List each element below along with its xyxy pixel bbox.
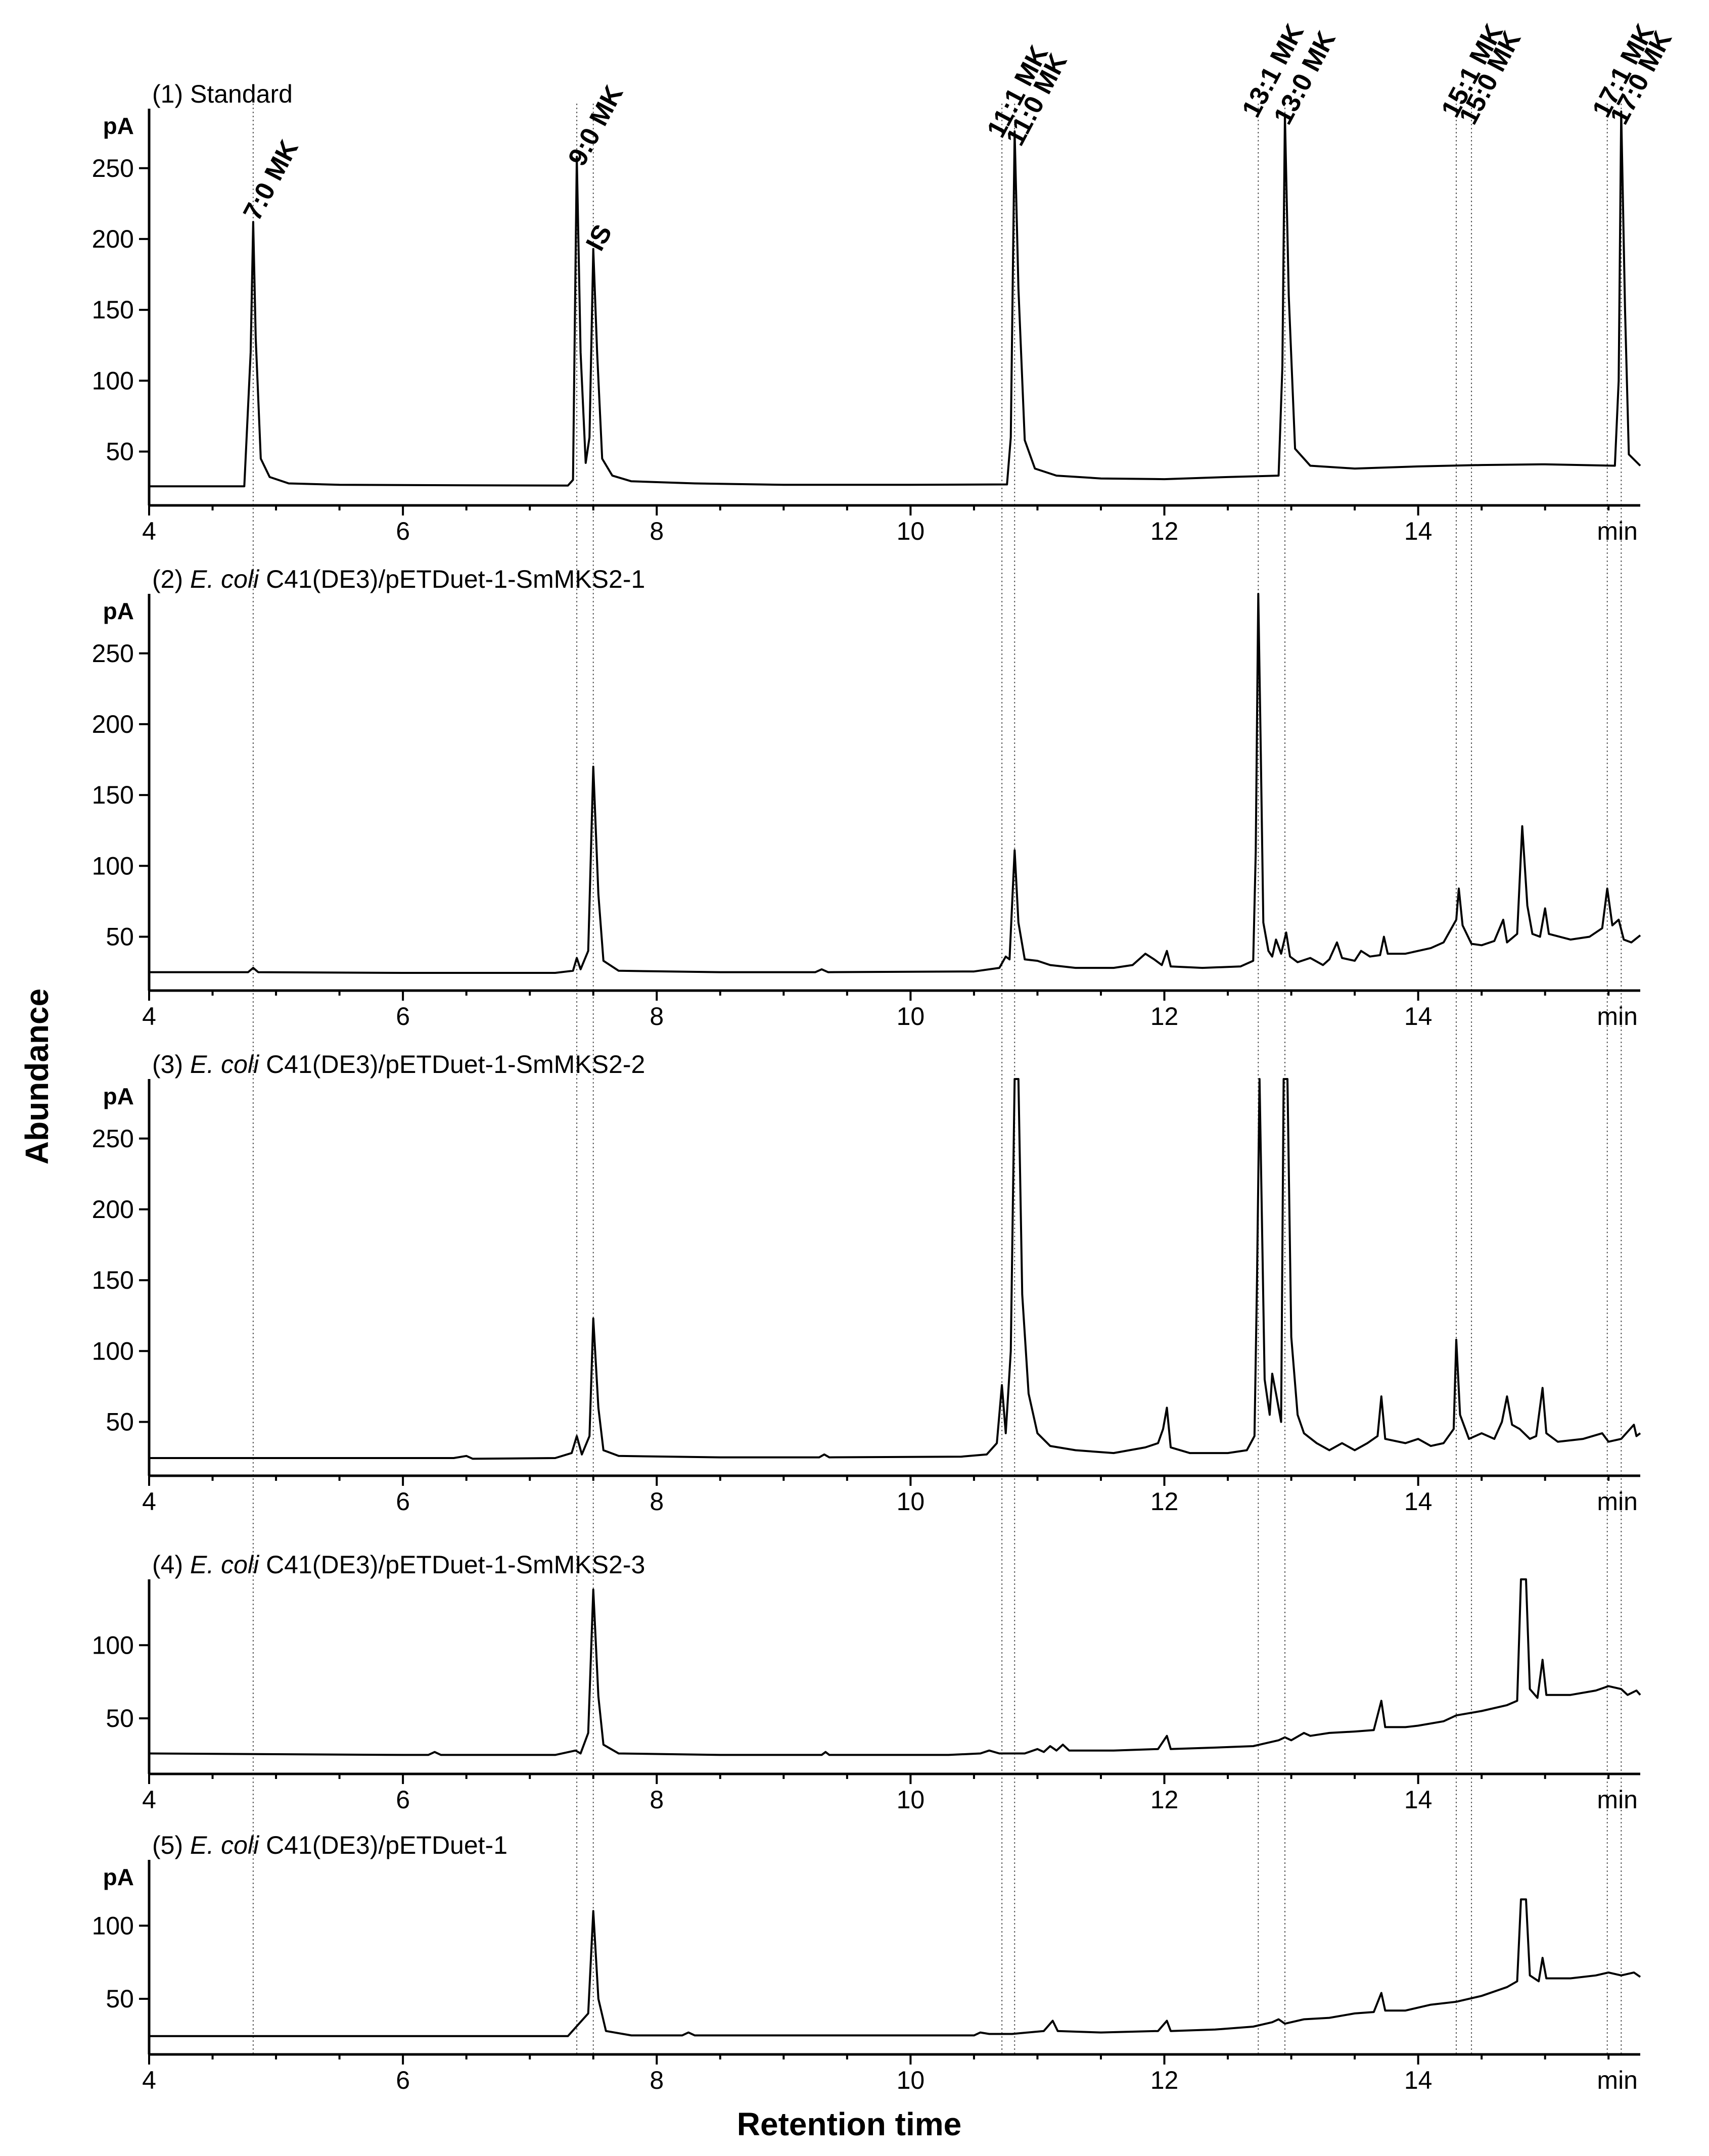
x-tick-label: 10: [897, 517, 925, 545]
y-tick-label: 150: [92, 1266, 134, 1294]
y-tick-label: 250: [92, 154, 134, 182]
x-tick-label: 10: [897, 2066, 925, 2094]
x-tick-label: 8: [650, 2066, 664, 2094]
peak-label: IS: [580, 220, 618, 256]
x-unit-label: min: [1597, 1002, 1638, 1030]
x-tick-label: 12: [1150, 517, 1179, 545]
x-tick-label: 4: [142, 2066, 156, 2094]
panel-3: 4 6 8 10 12 14 min 50 100 150 200 250 pA (3) E. coli …: [92, 1050, 1641, 1516]
y-tick-label: 50: [106, 922, 134, 951]
x-tick-label: 12: [1150, 1487, 1179, 1516]
x-tick-label: 14: [1404, 517, 1433, 545]
y-unit-label: pA: [103, 113, 134, 139]
y-tick-label: 50: [106, 1985, 134, 2013]
x-tick-label: 6: [396, 1002, 410, 1030]
x-tick-label: 6: [396, 517, 410, 545]
x-unit-label: min: [1597, 1487, 1638, 1516]
chromatogram-trace: [149, 1898, 1641, 2037]
x-tick-label: 10: [897, 1487, 925, 1516]
x-unit-label: min: [1597, 517, 1638, 545]
y-tick-label: 200: [92, 1195, 134, 1224]
y-tick-label: 100: [92, 1631, 134, 1659]
y-tick-label: 150: [92, 296, 134, 324]
panel-1: 4 6 8 10 12 14 min 50 100 150 200 250 pA (1) Standard: [92, 80, 1641, 545]
x-unit-label: min: [1597, 2066, 1638, 2094]
chromatogram-panels: 4 6 8 10 12 14 min 50 100 150 200 250 pA (1) Standard…: [92, 80, 1641, 2094]
y-tick-label: 250: [92, 1124, 134, 1153]
y-tick-label: 200: [92, 225, 134, 253]
chromatogram-trace: [149, 1578, 1641, 1756]
x-axis-title: Retention time: [737, 2106, 961, 2142]
x-tick-label: 8: [650, 517, 664, 545]
y-tick-label: 100: [92, 852, 134, 880]
x-tick-label: 12: [1150, 1002, 1179, 1030]
y-unit-label: pA: [103, 1864, 134, 1890]
y-tick-label: 50: [106, 1408, 134, 1436]
x-tick-label: 4: [142, 1487, 156, 1516]
x-tick-label: 12: [1150, 2066, 1179, 2094]
panel-title: (4) E. coli C41(DE3)/pETDuet-1-SmMKS2-3: [152, 1551, 645, 1579]
x-tick-label: 14: [1404, 1487, 1433, 1516]
chromatogram-trace: [149, 593, 1641, 974]
peak-label: 7:0 MK: [238, 135, 304, 225]
x-tick-label: 8: [650, 1487, 664, 1516]
x-tick-label: 14: [1404, 2066, 1433, 2094]
x-tick-label: 4: [142, 1002, 156, 1030]
x-tick-label: 10: [897, 1786, 925, 1814]
panel-4: 4 6 8 10 12 14 min 50 100 (4) E. coli C41(DE3)/pE…: [92, 1551, 1641, 1814]
x-tick-label: 14: [1404, 1786, 1433, 1814]
y-tick-label: 250: [92, 639, 134, 668]
x-tick-label: 6: [396, 1487, 410, 1516]
y-unit-label: pA: [103, 1083, 134, 1109]
x-tick-label: 12: [1150, 1786, 1179, 1814]
y-unit-label: pA: [103, 598, 134, 624]
x-unit-label: min: [1597, 1786, 1638, 1814]
x-tick-label: 6: [396, 2066, 410, 2094]
x-tick-label: 4: [142, 517, 156, 545]
y-tick-label: 100: [92, 1337, 134, 1365]
chromatogram-trace: [149, 110, 1641, 488]
y-tick-label: 150: [92, 781, 134, 809]
y-tick-label: 50: [106, 437, 134, 465]
peak-label: 9:0 MK: [563, 80, 629, 170]
y-tick-label: 200: [92, 710, 134, 738]
reference-lines: [252, 104, 1622, 2054]
x-tick-label: 6: [396, 1786, 410, 1814]
y-tick-label: 100: [92, 366, 134, 395]
y-tick-label: 100: [92, 1911, 134, 1940]
x-tick-label: 8: [650, 1002, 664, 1030]
x-tick-label: 8: [650, 1786, 664, 1814]
panel-title: (5) E. coli C41(DE3)/pETDuet-1: [152, 1831, 507, 1859]
panel-5: 4 6 8 10 12 14 min 50 100 pA (5) E. coli C41(DE3)/…: [92, 1831, 1641, 2094]
panel-title: (1) Standard: [152, 80, 293, 108]
x-tick-label: 10: [897, 1002, 925, 1030]
y-axis-title: Abundance: [19, 989, 55, 1164]
panel-2: 4 6 8 10 12 14 min 50 100 150 200 250 pA (2) E. coli …: [92, 565, 1641, 1030]
x-tick-label: 4: [142, 1786, 156, 1814]
panel-title: (2) E. coli C41(DE3)/pETDuet-1-SmMKS2-1: [152, 565, 645, 593]
chromatogram-trace: [149, 1078, 1641, 1460]
panel-title: (3) E. coli C41(DE3)/pETDuet-1-SmMKS2-2: [152, 1050, 645, 1079]
y-tick-label: 50: [106, 1704, 134, 1732]
x-tick-label: 14: [1404, 1002, 1433, 1030]
